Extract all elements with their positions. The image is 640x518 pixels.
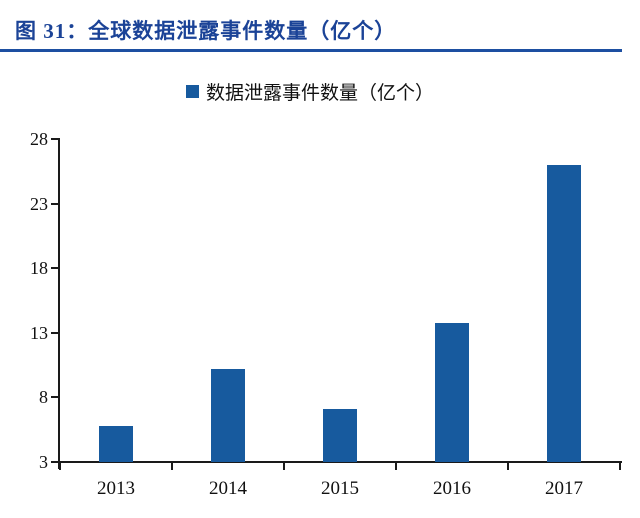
x-axis-category-label: 2014 [209,478,247,499]
y-axis-line [58,138,60,469]
y-axis-tick [51,267,58,270]
bar [435,323,469,462]
x-axis-tick [283,463,285,470]
bar [547,164,581,462]
y-axis-tick [51,331,58,334]
y-axis-tick [51,461,58,463]
y-axis-tick [51,396,58,399]
x-axis-category-label: 2015 [321,478,359,499]
x-axis-tick [395,463,397,470]
title-underline [0,49,622,52]
x-axis-tick [171,463,173,470]
y-axis-tick-label: 18 [30,258,48,279]
y-axis-tick-label: 23 [30,193,48,214]
x-axis-tick [59,463,61,470]
x-axis-tick [507,463,509,470]
x-axis-tick [619,463,621,470]
legend-marker-icon [185,85,199,98]
bar [99,426,133,462]
x-axis-line [58,461,622,463]
legend-label: 数据泄露事件数量（亿个） [205,83,434,104]
chart-legend: 数据泄露事件数量（亿个） [0,78,620,105]
bar [323,409,357,462]
y-axis-tick-label: 8 [39,387,48,408]
x-axis-category-label: 2016 [433,478,471,499]
y-axis-tick [51,138,58,140]
x-axis-category-label: 2017 [545,478,583,499]
y-axis-tick [51,202,58,205]
y-axis-tick-label: 28 [30,129,48,149]
x-axis-category-label: 2013 [97,478,135,499]
y-axis-tick-label: 3 [39,452,48,472]
figure-title: 图 31：全球数据泄露事件数量（亿个） [15,19,397,43]
y-axis-tick-label: 13 [30,322,48,343]
bar [211,368,245,462]
